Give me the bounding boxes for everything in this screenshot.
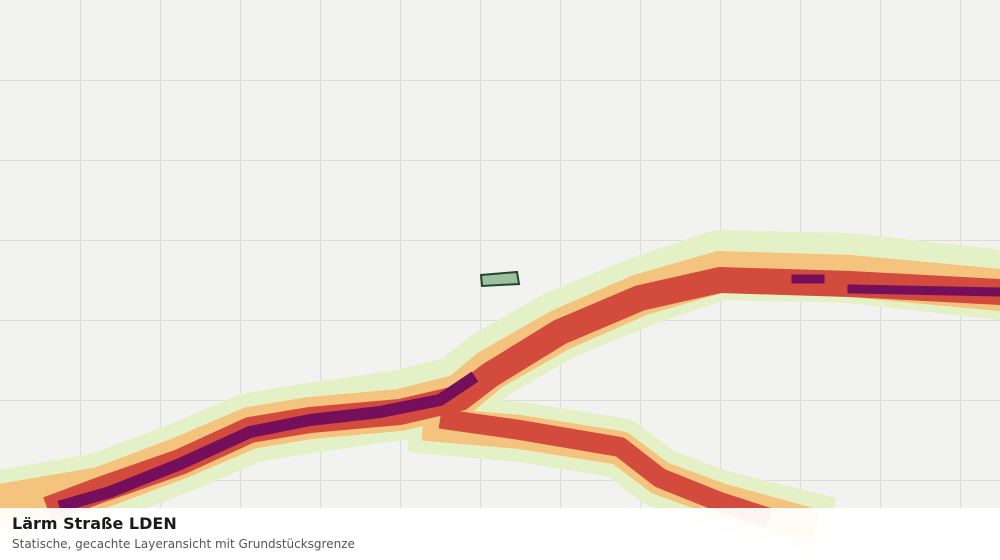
noise-layer xyxy=(0,230,1000,557)
info-panel: Lärm Straße LDEN Statische, gecachte Lay… xyxy=(0,508,1000,560)
property-boundary xyxy=(479,270,521,288)
layer-title: Lärm Straße LDEN xyxy=(12,514,177,533)
layer-subtitle: Statische, gecachte Layeransicht mit Gru… xyxy=(12,537,355,551)
